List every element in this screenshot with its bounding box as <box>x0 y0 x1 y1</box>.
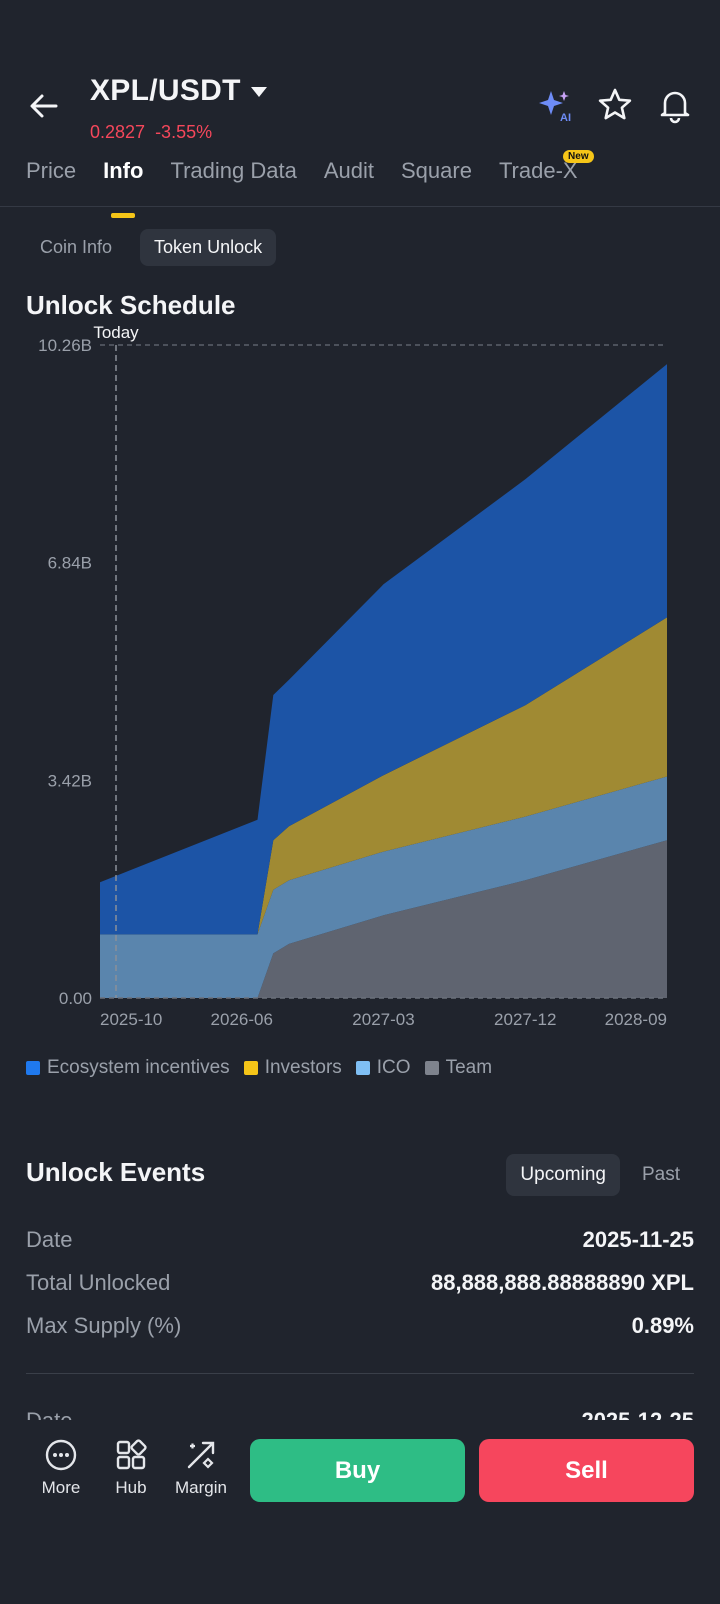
y-tick-label: 0.00 <box>59 989 92 1008</box>
hub-label: Hub <box>115 1478 147 1497</box>
event-total-label: Total Unlocked <box>26 1270 171 1295</box>
caret-down-icon <box>250 87 267 97</box>
tab-audit[interactable]: Audit <box>323 158 374 183</box>
last-price: 0.2827 <box>90 122 146 142</box>
unlock-schedule-title: Unlock Schedule <box>26 290 236 320</box>
main-tabs: Price Info Trading Data Audit Square Tra… <box>26 150 594 218</box>
legend-label: Investors <box>264 1057 342 1078</box>
legend-swatch <box>243 1061 258 1075</box>
event-total-value: 88,888,888.88888890 XPL <box>430 1270 694 1295</box>
hub-icon <box>116 1439 147 1470</box>
x-tick-label: 2025-10 <box>100 1010 162 1029</box>
sell-button[interactable]: Sell <box>479 1439 694 1502</box>
area-ico <box>100 776 667 998</box>
margin-button[interactable]: Margin <box>169 1438 233 1498</box>
buy-button[interactable]: Buy <box>250 1439 465 1502</box>
today-label: Today <box>93 323 139 342</box>
x-tick-label: 2027-03 <box>352 1010 414 1029</box>
tab-price[interactable]: Price <box>26 158 77 183</box>
legend-label: Team <box>445 1057 493 1078</box>
header-actions: AI <box>536 86 694 124</box>
legend-team: Team <box>424 1057 493 1079</box>
more-label: More <box>41 1478 81 1497</box>
legend-investors: Investors <box>243 1057 342 1079</box>
x-tick-label: 2027-12 <box>494 1010 556 1029</box>
more-icon <box>45 1439 77 1471</box>
y-tick-label: 10.26B <box>38 336 92 355</box>
events-toggle: Upcoming Past <box>506 1154 694 1196</box>
chart-axes: Today 0.00 3.42B 6.84B 10.26B 2025-10 2026-06 2… <box>38 323 667 1029</box>
bottom-action-bar: More Hub Margin Buy Sell <box>0 1420 720 1604</box>
star-icon[interactable] <box>596 86 634 124</box>
legend-label: ICO <box>376 1057 411 1078</box>
toggle-past[interactable]: Past <box>641 1164 680 1185</box>
unlock-events-title: Unlock Events <box>26 1157 206 1187</box>
margin-label: Margin <box>175 1478 227 1497</box>
event-total-row: Total Unlocked 88,888,888.88888890 XPL <box>26 1270 694 1296</box>
tab-info[interactable]: Info <box>103 158 144 218</box>
chart-areas <box>100 364 667 998</box>
pair-name: XPL/USDT <box>90 74 241 107</box>
tab-trading-data[interactable]: Trading Data <box>170 158 297 183</box>
subtab-token-unlock[interactable]: Token Unlock <box>140 229 277 266</box>
event-date-row: Date 2025-11-25 <box>26 1227 694 1253</box>
tabs-divider <box>0 206 720 207</box>
more-button[interactable]: More <box>29 1438 93 1498</box>
legend-label: Ecosystem incentives <box>47 1057 230 1078</box>
legend-ico: ICO <box>355 1057 411 1079</box>
event-supply-value: 0.89% <box>631 1313 694 1338</box>
price-change: -3.55% <box>155 122 213 142</box>
new-badge: New <box>563 150 594 163</box>
toggle-upcoming[interactable]: Upcoming <box>506 1154 620 1196</box>
chart-legend: Ecosystem incentives Investors ICO Team <box>26 1057 492 1079</box>
event-date-label: Date <box>26 1227 73 1252</box>
area-ecosystem-incentives <box>100 364 667 935</box>
tab-square[interactable]: Square <box>400 158 472 183</box>
price-row: 0.2827 -3.55% <box>90 122 212 143</box>
ai-sparkle-icon[interactable]: AI <box>536 86 574 124</box>
hub-button[interactable]: Hub <box>99 1438 163 1498</box>
area-investors <box>100 617 667 935</box>
tab-trade-x[interactable]: Trade-X New <box>498 150 594 184</box>
y-tick-label: 6.84B <box>48 554 92 573</box>
unlock-schedule-chart[interactable]: Today 0.00 3.42B 6.84B 10.26B 2025-10 2026-06 2… <box>0 320 720 1040</box>
area-team <box>100 840 667 998</box>
back-arrow-icon[interactable] <box>26 88 62 124</box>
legend-ecosystem: Ecosystem incentives <box>26 1057 230 1079</box>
x-tick-label: 2026-06 <box>211 1010 273 1029</box>
legend-swatch <box>424 1061 439 1075</box>
margin-icon <box>187 1441 215 1469</box>
header: XPL/USDT 0.2827 -3.55% AI Price Info Tra… <box>0 0 720 218</box>
pair-selector[interactable]: XPL/USDT <box>90 74 267 108</box>
ai-label: AI <box>560 112 571 124</box>
x-tick-label: 2028-09 <box>605 1010 667 1029</box>
event-date-value: 2025-11-25 <box>582 1227 694 1252</box>
y-tick-label: 3.42B <box>48 771 92 790</box>
legend-swatch <box>355 1061 370 1075</box>
subtab-coin-info[interactable]: Coin Info <box>40 237 113 257</box>
tab-trade-x-label: Trade-X <box>498 158 578 183</box>
event-supply-row: Max Supply (%) 0.89% <box>26 1313 694 1339</box>
info-subtabs: Coin Info Token Unlock <box>26 229 277 266</box>
bell-icon[interactable] <box>656 86 694 124</box>
event-supply-label: Max Supply (%) <box>26 1313 182 1338</box>
event-divider <box>26 1373 694 1374</box>
legend-swatch <box>26 1061 40 1075</box>
